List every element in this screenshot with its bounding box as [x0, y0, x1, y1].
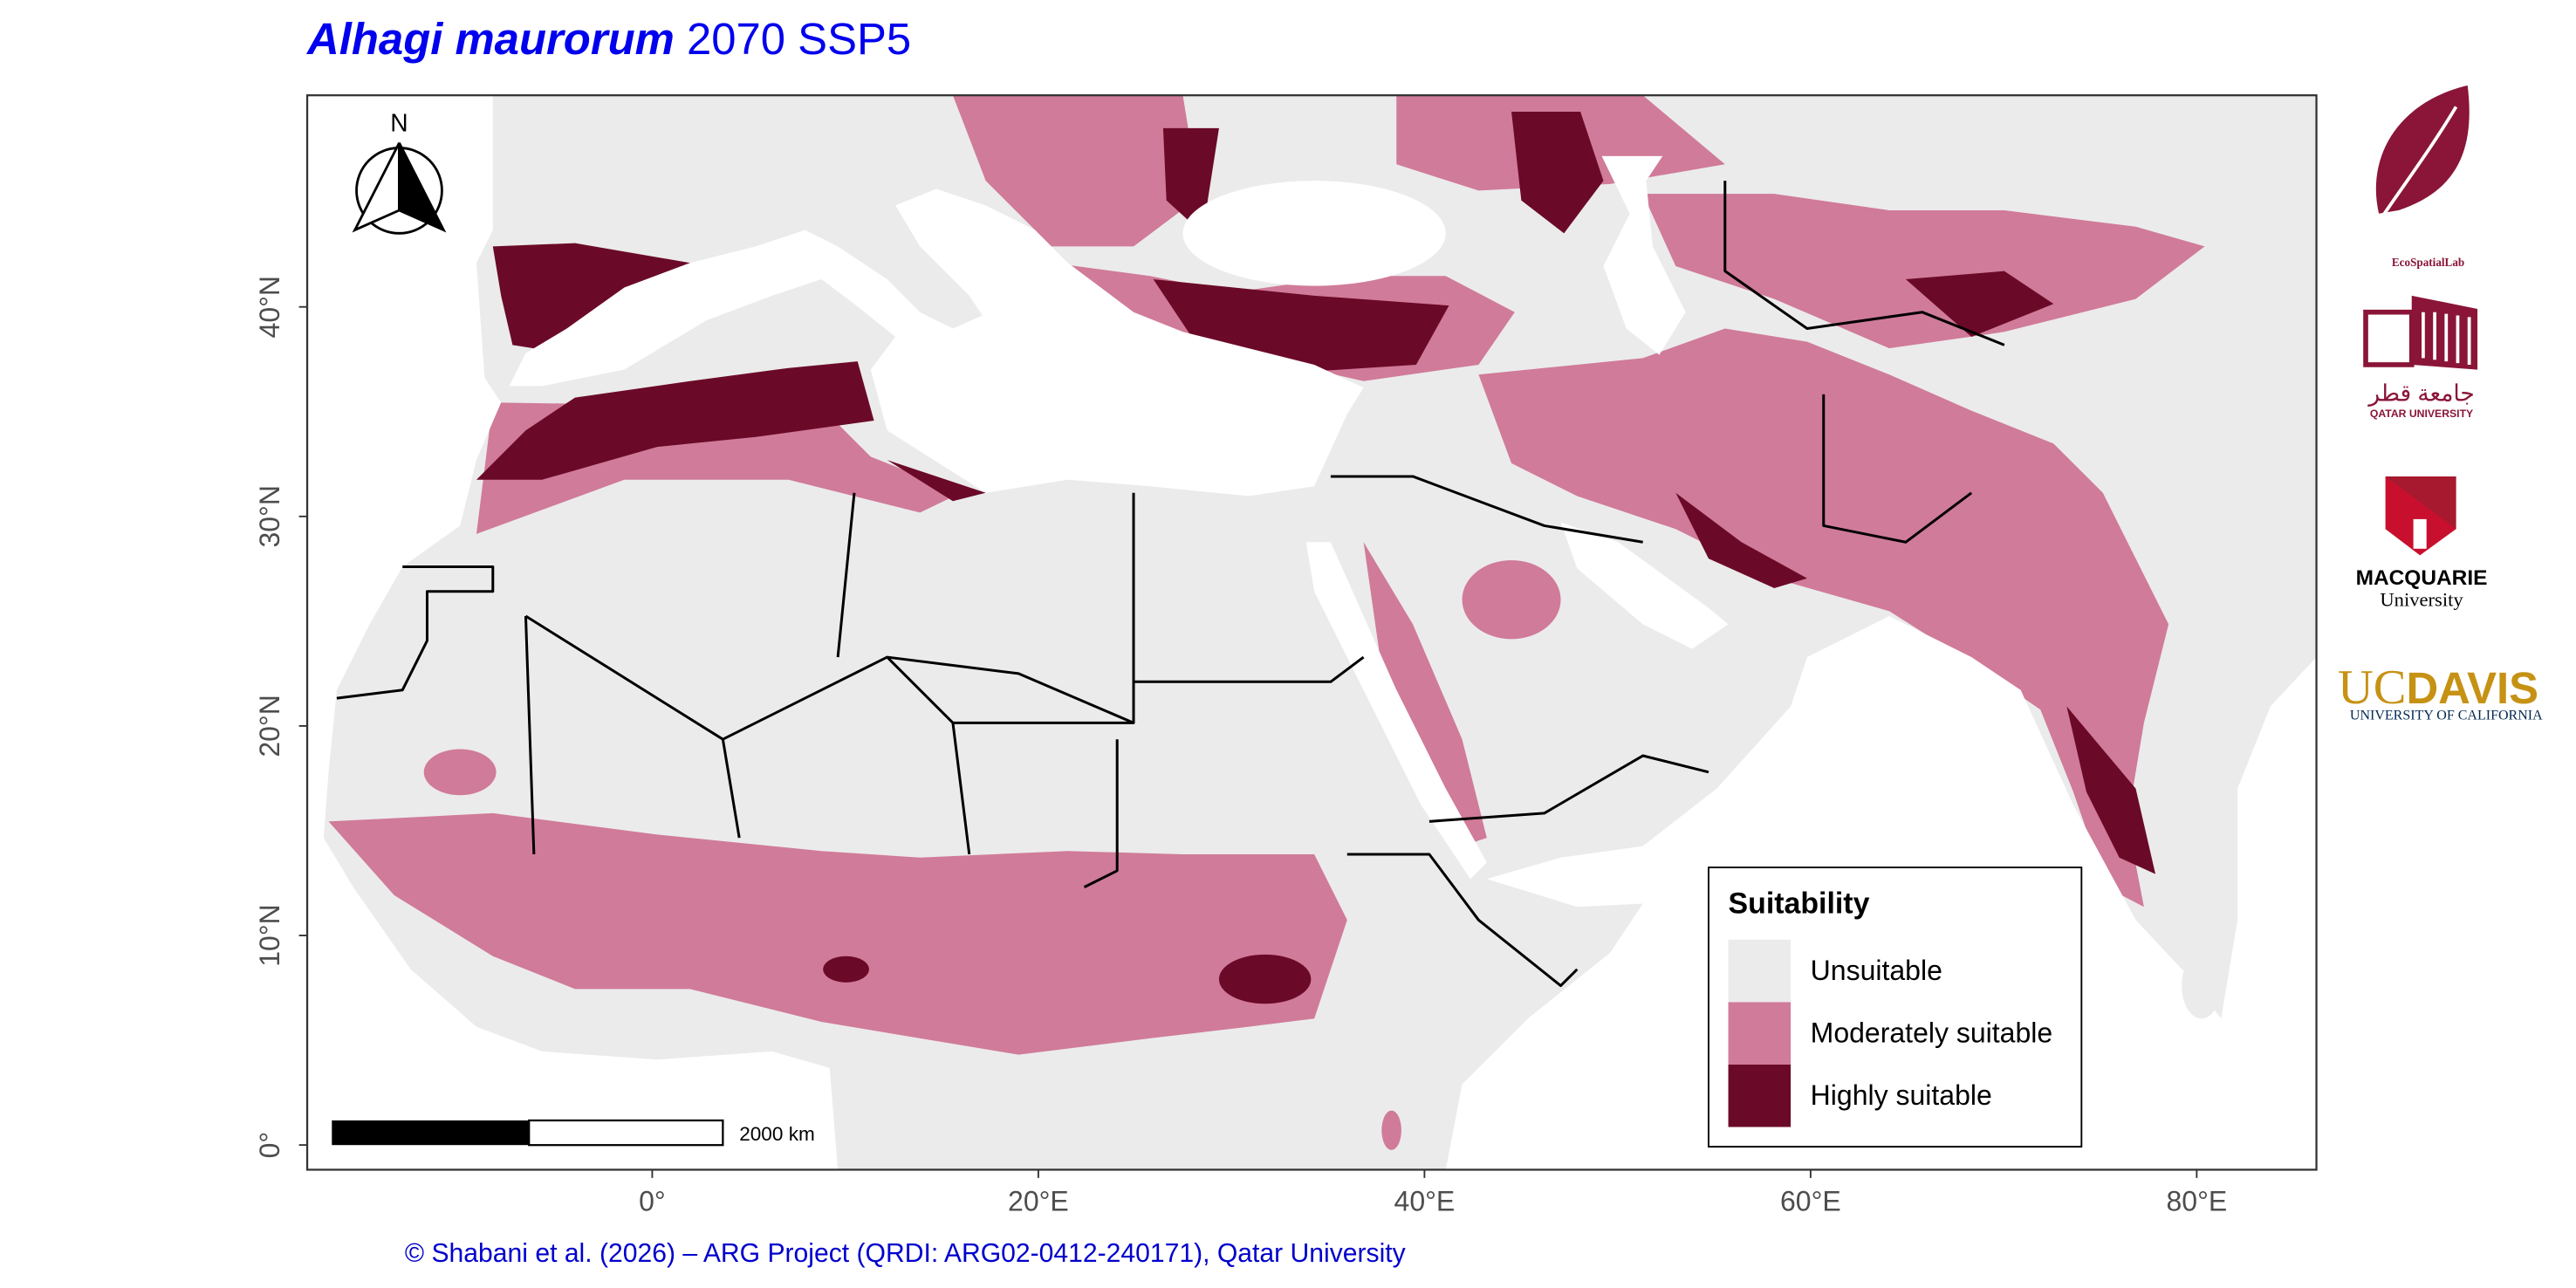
y-tick-label: 0°: [254, 1132, 285, 1159]
legend-key: [1728, 939, 1792, 1003]
x-tick-label: 20°E: [1008, 1186, 1069, 1217]
x-tick-label: 0°: [639, 1186, 666, 1217]
y-tick-label: 40°N: [254, 276, 285, 339]
ecospatial-text: EcoSpatialLab: [2392, 256, 2464, 269]
x-tick-label: 80°E: [2167, 1186, 2228, 1217]
legend-key: [1728, 1064, 1792, 1127]
legend: Suitability Unsuitable Moderately suitabl…: [1708, 867, 2083, 1148]
title: Alhagi maurorum 2070 SSP5: [305, 14, 911, 64]
legend-key: [1728, 1002, 1792, 1065]
y-tick-label: 10°N: [254, 904, 285, 966]
x-tick-label: 40°E: [1394, 1186, 1456, 1217]
scale-bar: 2000 km: [332, 1119, 815, 1147]
panel-frame: [305, 94, 2318, 1171]
qatar-logo: جامعة قطر QATAR UNIVERSITY: [2363, 295, 2478, 420]
legend-label: Unsuitable: [1811, 955, 1942, 986]
logos: EcoSpatialLab جامعة قطر QATAR UNIVERSITY…: [2338, 85, 2543, 723]
scenario: 2070 SSP5: [687, 14, 911, 64]
map-panel: [307, 95, 2317, 1170]
north-label: N: [390, 109, 408, 137]
ucdavis-logo: UCDAVIS UNIVERSITY OF CALIFORNIA: [2338, 661, 2543, 723]
sri-lanka: [2182, 952, 2222, 1019]
x-tick-label: 60°E: [1780, 1186, 1841, 1217]
scale-label: 2000 km: [739, 1123, 815, 1145]
credit: © Shabani et al. (2026) – ARG Project (Q…: [405, 1239, 1406, 1268]
axis-ticks: 0° 20°E 40°E 60°E 80°E 0° 10°N 20°N 30°N 40°N: [254, 276, 2227, 1217]
macquarie-text: MACQUARIE: [2356, 566, 2488, 590]
legend-label: Moderately suitable: [1811, 1017, 2052, 1049]
ecospatial-logo: EcoSpatialLab: [2375, 85, 2470, 269]
davis-text: DAVIS: [2406, 663, 2538, 713]
uc-text: UC: [2338, 661, 2406, 715]
borders: [336, 181, 2005, 988]
legend-title: Suitability: [1729, 887, 1870, 920]
north-arrow: N: [352, 109, 447, 235]
y-tick-label: 20°N: [254, 695, 285, 757]
macquarie-logo: MACQUARIE University: [2356, 476, 2488, 611]
macquarie-sub: University: [2380, 589, 2463, 611]
qatar-arabic: جامعة قطر: [2367, 380, 2474, 407]
ucdavis-text: UCDAVIS: [2338, 661, 2538, 715]
species-name: Alhagi maurorum: [305, 14, 675, 64]
qatar-text: QATAR UNIVERSITY: [2370, 408, 2473, 420]
ucdavis-sub: UNIVERSITY OF CALIFORNIA: [2350, 709, 2543, 723]
y-tick-label: 30°N: [254, 485, 285, 548]
legend-label: Highly suitable: [1811, 1079, 1992, 1111]
